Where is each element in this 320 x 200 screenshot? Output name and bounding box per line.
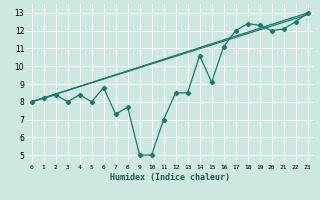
- X-axis label: Humidex (Indice chaleur): Humidex (Indice chaleur): [109, 173, 230, 182]
